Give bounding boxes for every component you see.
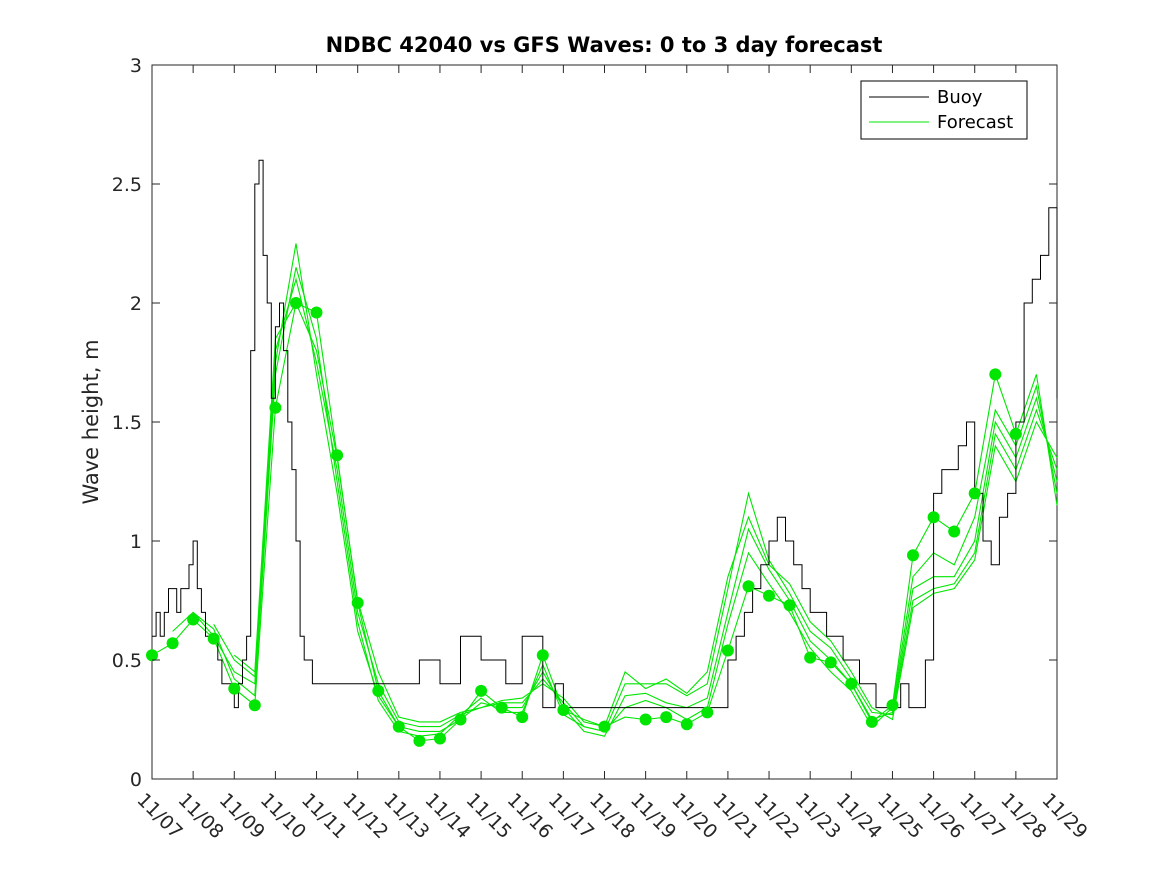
forecast-marker bbox=[907, 549, 919, 562]
forecast-marker bbox=[290, 297, 302, 309]
y-tick-label: 0.5 bbox=[112, 650, 142, 672]
forecast-marker bbox=[516, 711, 529, 724]
forecast-marker bbox=[927, 511, 940, 524]
forecast-marker bbox=[742, 580, 755, 593]
forecast-marker bbox=[310, 306, 323, 319]
plot-area bbox=[151, 64, 1058, 780]
forecast-marker bbox=[1009, 427, 1022, 440]
forecast-marker bbox=[557, 704, 570, 716]
forecast-marker bbox=[475, 684, 488, 697]
legend: Buoy Forecast bbox=[860, 80, 1028, 140]
forecast-marker bbox=[392, 720, 405, 733]
y-tick-label: 2.5 bbox=[112, 174, 142, 196]
forecast-run-line-3 bbox=[213, 277, 1058, 733]
y-axis: 0 0.5 1 1.5 2 2.5 3 bbox=[112, 55, 1057, 791]
forecast-marker bbox=[783, 599, 796, 612]
forecast-marker bbox=[824, 656, 837, 669]
forecast-marker bbox=[434, 732, 446, 745]
forecast-marker bbox=[495, 701, 508, 714]
forecast-marker bbox=[639, 713, 652, 726]
forecast-marker bbox=[660, 711, 673, 724]
chart-title: NDBC 42040 vs GFS Waves: 0 to 3 day fore… bbox=[326, 33, 883, 57]
y-tick-label: 0 bbox=[130, 769, 142, 791]
forecast-marker bbox=[269, 401, 282, 414]
y-tick-label: 2 bbox=[130, 293, 142, 315]
forecast-marker bbox=[228, 682, 241, 695]
y-tick-label: 1 bbox=[130, 531, 142, 553]
legend-buoy-label: Buoy bbox=[937, 87, 983, 108]
forecast-series bbox=[151, 243, 1058, 742]
forecast-marker bbox=[701, 706, 714, 719]
forecast-marker bbox=[248, 699, 261, 712]
forecast-marker bbox=[146, 649, 158, 662]
forecast-marker bbox=[721, 644, 734, 657]
forecast-marker bbox=[372, 684, 385, 697]
forecast-marker bbox=[187, 613, 200, 626]
y-tick-label: 3 bbox=[130, 55, 142, 77]
y-axis-title: Wave height, m bbox=[79, 339, 103, 504]
forecast-marker bbox=[331, 449, 344, 462]
forecast-marker bbox=[948, 525, 961, 538]
forecast-marker bbox=[536, 649, 549, 662]
forecast-marker bbox=[804, 651, 817, 664]
forecast-markers bbox=[146, 297, 1022, 747]
forecast-marker bbox=[968, 487, 981, 500]
forecast-run-line-2 bbox=[192, 243, 1058, 737]
forecast-marker bbox=[865, 715, 878, 728]
forecast-marker bbox=[598, 720, 611, 733]
forecast-marker bbox=[454, 713, 467, 726]
forecast-marker bbox=[207, 632, 220, 645]
forecast-marker bbox=[845, 677, 858, 690]
forecast-marker bbox=[680, 718, 693, 731]
forecast-run-line-4 bbox=[233, 301, 1058, 728]
forecast-marker bbox=[989, 368, 1002, 381]
forecast-run-line-1 bbox=[172, 267, 1058, 737]
forecast-marker bbox=[413, 734, 426, 747]
y-tick-label: 1.5 bbox=[112, 412, 142, 434]
legend-forecast-label: Forecast bbox=[937, 112, 1013, 133]
forecast-marker bbox=[351, 596, 364, 609]
forecast-marker bbox=[166, 637, 179, 650]
forecast-marker bbox=[886, 699, 899, 712]
legend-box bbox=[860, 80, 1028, 140]
forecast-marker bbox=[763, 589, 775, 602]
